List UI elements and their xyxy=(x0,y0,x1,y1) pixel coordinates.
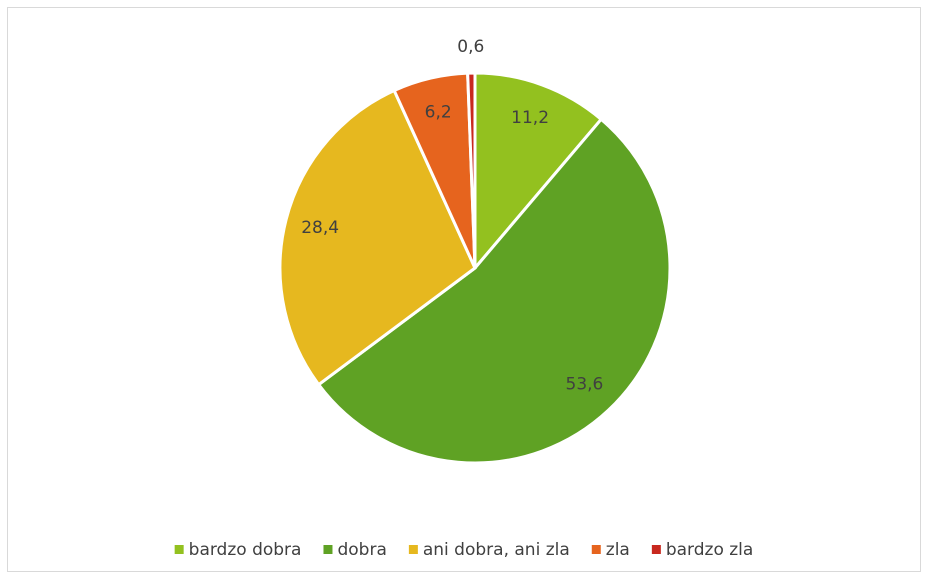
legend-label: bardzo zla xyxy=(666,540,753,560)
legend-swatch xyxy=(408,545,418,554)
legend-label: bardzo dobra xyxy=(189,540,302,560)
data-label: 6,2 xyxy=(425,102,452,122)
legend-swatch xyxy=(174,545,184,554)
pie-slice xyxy=(316,117,672,465)
legend-label: dobra xyxy=(337,540,386,560)
data-label: 11,2 xyxy=(511,108,549,128)
pie-slice xyxy=(466,71,477,269)
pie-slice xyxy=(473,71,604,273)
legend-swatch xyxy=(323,545,333,554)
legend-swatch xyxy=(651,545,661,554)
data-label: 0,6 xyxy=(457,37,484,57)
legend-label: ani dobra, ani zla xyxy=(423,540,570,560)
legend-label: zla xyxy=(606,540,630,560)
data-label: 53,6 xyxy=(566,375,604,395)
legend-swatch xyxy=(591,545,601,554)
data-label: 28,4 xyxy=(301,218,339,238)
